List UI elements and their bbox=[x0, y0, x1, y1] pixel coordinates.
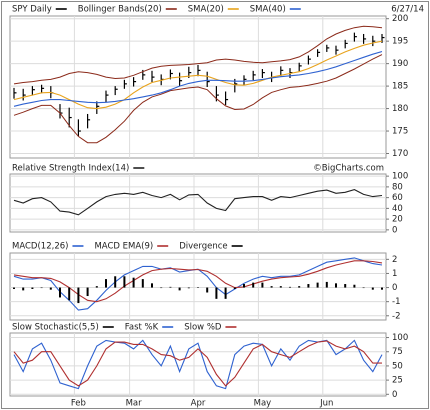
y-tick-label: 40 bbox=[392, 204, 403, 214]
divergence-bar bbox=[77, 287, 80, 304]
y-tick-label: 0 bbox=[392, 225, 397, 235]
divergence-bar bbox=[325, 281, 328, 288]
divergence-bar bbox=[215, 287, 218, 299]
divergence-bar bbox=[289, 286, 291, 288]
divergence-bar bbox=[68, 287, 71, 301]
legend-label: MACD EMA(9) bbox=[94, 242, 153, 252]
y-tick-label: 50 bbox=[392, 361, 403, 371]
divergence-bar bbox=[105, 279, 107, 288]
series-line bbox=[13, 40, 383, 110]
y-tick-label: 80 bbox=[392, 182, 403, 192]
band-lower bbox=[13, 54, 383, 144]
chart-date: 6/27/14 bbox=[391, 5, 424, 15]
legend-label: Bollinger Bands(20) bbox=[78, 5, 162, 15]
y-tick-label: 75 bbox=[392, 347, 403, 357]
y-tick-label: 100 bbox=[392, 172, 408, 182]
series-line bbox=[13, 189, 383, 216]
x-tick-label: Feb bbox=[71, 399, 86, 409]
divergence-bar bbox=[31, 287, 34, 289]
x-tick-label: Jun bbox=[319, 399, 333, 409]
panel-frame bbox=[9, 173, 387, 233]
divergence-bar bbox=[40, 287, 43, 289]
divergence-bar bbox=[362, 287, 365, 289]
y-tick-label: -1 bbox=[392, 297, 400, 307]
y-tick-label: 1 bbox=[392, 269, 397, 279]
divergence-bar bbox=[224, 287, 227, 299]
y-tick-label: 0 bbox=[392, 283, 397, 293]
y-tick-label: 200 bbox=[392, 14, 408, 24]
legend-label: Fast %K bbox=[125, 323, 159, 333]
legend-label: SPY Daily bbox=[12, 5, 52, 15]
x-tick-label: May bbox=[254, 399, 272, 409]
divergence-bar bbox=[49, 287, 52, 290]
divergence-bar bbox=[86, 287, 89, 297]
legend-label: Slow Stochastic(5,5) bbox=[12, 323, 99, 333]
divergence-bar bbox=[59, 287, 61, 298]
divergence-bar bbox=[261, 282, 264, 288]
y-tick-label: 25 bbox=[392, 376, 403, 386]
chart-source: ©BigCharts.com bbox=[313, 164, 384, 174]
divergence-bar bbox=[22, 287, 25, 291]
legend-label: SMA(20) bbox=[188, 5, 224, 15]
divergence-bar bbox=[353, 284, 356, 288]
y-tick-label: 20 bbox=[392, 215, 403, 225]
divergence-bar bbox=[169, 286, 172, 288]
divergence-bar bbox=[381, 287, 383, 290]
divergence-bar bbox=[197, 287, 199, 288]
divergence-bar bbox=[141, 279, 144, 288]
divergence-bar bbox=[178, 287, 181, 291]
divergence-bar bbox=[252, 282, 255, 288]
legend-label: Slow %D bbox=[184, 323, 222, 333]
legend-label: Relative Strength Index(14) bbox=[12, 164, 129, 174]
divergence-bar bbox=[307, 284, 310, 288]
band-upper bbox=[13, 25, 383, 85]
divergence-bar bbox=[243, 284, 245, 288]
y-tick-label: 195 bbox=[392, 37, 408, 47]
divergence-bar bbox=[344, 284, 347, 288]
legend-label: Divergence bbox=[179, 242, 227, 252]
divergence-bar bbox=[279, 286, 282, 288]
x-tick-label: Apr bbox=[191, 399, 206, 409]
divergence-bar bbox=[206, 287, 209, 293]
divergence-bar bbox=[233, 287, 236, 289]
y-tick-label: 0 bbox=[392, 390, 397, 400]
x-tick-label: Mar bbox=[126, 399, 143, 409]
divergence-bar bbox=[151, 283, 153, 288]
y-tick-label: 100 bbox=[392, 333, 408, 343]
divergence-bar bbox=[132, 277, 135, 288]
divergence-bar bbox=[270, 286, 273, 288]
divergence-bar bbox=[13, 287, 15, 289]
series-line bbox=[13, 50, 383, 107]
divergence-bar bbox=[316, 282, 319, 288]
y-tick-label: 190 bbox=[392, 59, 408, 69]
divergence-bar bbox=[114, 276, 117, 288]
divergence-bar bbox=[187, 287, 190, 289]
y-tick-label: 175 bbox=[392, 127, 408, 137]
divergence-bar bbox=[160, 287, 163, 289]
divergence-bar bbox=[335, 283, 337, 288]
divergence-bar bbox=[371, 287, 374, 290]
legend-label: SMA(40) bbox=[250, 5, 286, 15]
y-tick-label: 2 bbox=[392, 255, 397, 265]
divergence-bar bbox=[298, 286, 301, 288]
legend-label: MACD(12,26) bbox=[12, 242, 68, 252]
y-tick-label: 170 bbox=[392, 149, 408, 159]
y-tick-label: -2 bbox=[392, 311, 400, 321]
divergence-bar bbox=[95, 286, 98, 288]
y-tick-label: 180 bbox=[392, 104, 408, 114]
y-tick-label: 185 bbox=[392, 82, 408, 92]
series-line bbox=[13, 340, 382, 387]
divergence-bar bbox=[123, 276, 126, 288]
series-line bbox=[13, 260, 383, 303]
y-tick-label: 60 bbox=[392, 193, 403, 203]
